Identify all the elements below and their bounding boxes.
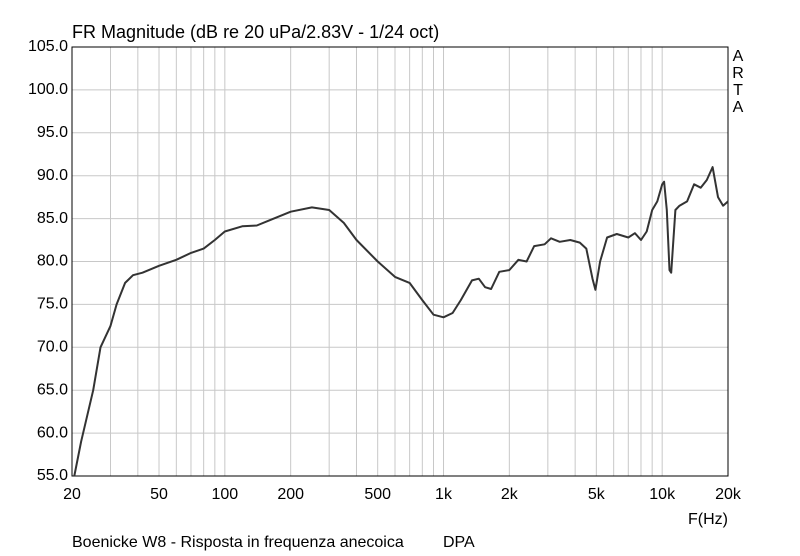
x-tick-label: 10k — [649, 486, 676, 503]
x-tick-label: 20 — [63, 486, 81, 503]
caption-right: DPA — [443, 534, 475, 551]
caption: Boenicke W8 - Risposta in frequenza anec… — [72, 534, 404, 551]
x-tick-label: 20k — [715, 486, 742, 503]
y-tick-label: 55.0 — [37, 467, 68, 484]
side-letter: A — [733, 99, 744, 116]
y-tick-label: 95.0 — [37, 124, 68, 141]
y-tick-label: 80.0 — [37, 253, 68, 270]
y-tick-label: 100.0 — [28, 81, 68, 98]
side-letter: A — [733, 48, 744, 65]
y-tick-label: 90.0 — [37, 167, 68, 184]
y-tick-label: 70.0 — [37, 339, 68, 356]
x-tick-label: 100 — [211, 486, 238, 503]
side-letter: T — [733, 82, 743, 99]
plot-frame — [71, 46, 729, 477]
side-letter: R — [732, 65, 744, 82]
x-tick-label: 500 — [364, 486, 391, 503]
chart-title: FR Magnitude (dB re 20 uPa/2.83V - 1/24 … — [72, 22, 439, 42]
x-tick-label: 50 — [150, 486, 168, 503]
y-tick-label: 75.0 — [37, 296, 68, 313]
x-tick-label: 200 — [277, 486, 304, 503]
x-tick-label: 2k — [501, 486, 519, 503]
fr-line — [73, 166, 729, 477]
x-tick-label: 1k — [435, 486, 453, 503]
y-tick-label: 105.0 — [28, 38, 68, 55]
y-tick-label: 85.0 — [37, 210, 68, 227]
y-tick-label: 65.0 — [37, 381, 68, 398]
y-tick-label: 60.0 — [37, 424, 68, 441]
x-axis-label: F(Hz) — [688, 511, 728, 528]
x-tick-label: 5k — [588, 486, 606, 503]
